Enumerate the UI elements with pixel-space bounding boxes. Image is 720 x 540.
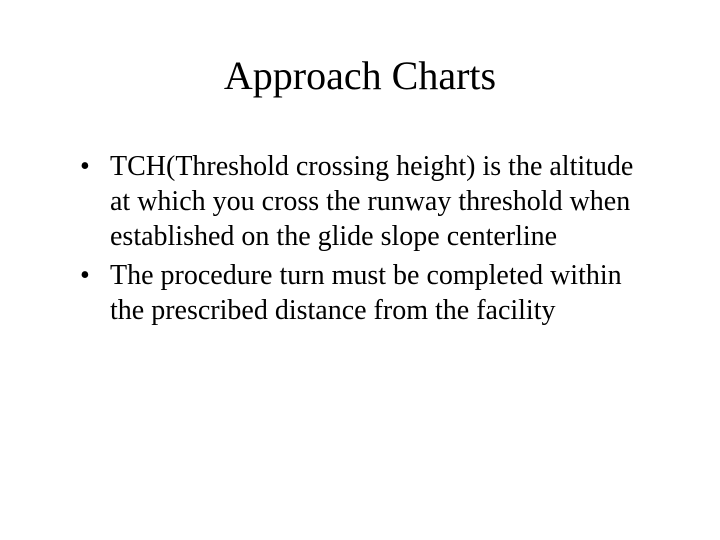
slide-title: Approach Charts [60,52,660,99]
bullet-list: TCH(Threshold crossing height) is the al… [60,149,660,328]
list-item: The procedure turn must be completed wit… [80,258,660,328]
list-item: TCH(Threshold crossing height) is the al… [80,149,660,254]
slide-container: Approach Charts TCH(Threshold crossing h… [0,0,720,540]
